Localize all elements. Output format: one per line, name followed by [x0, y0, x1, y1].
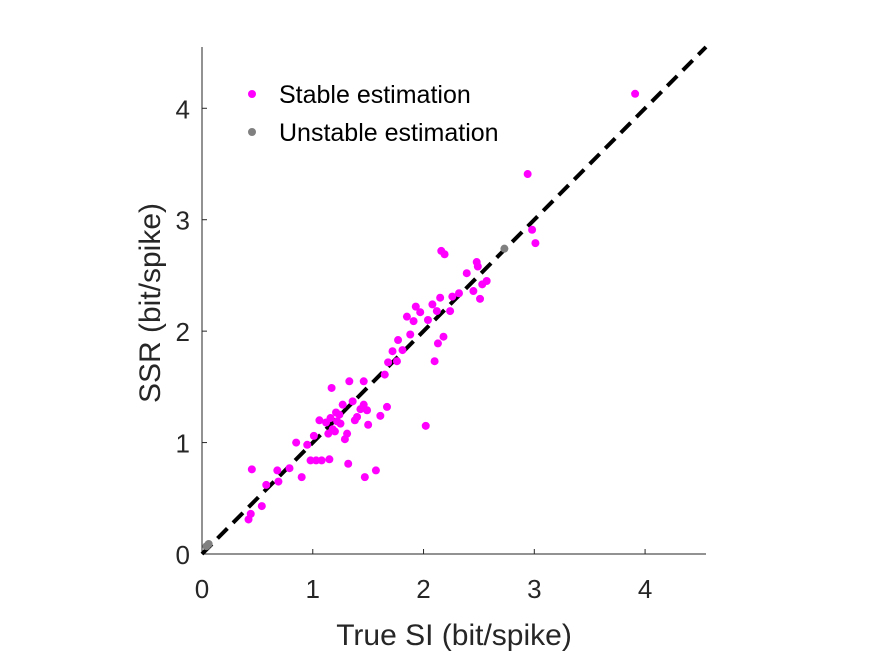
stable-point [325, 455, 334, 464]
stable-point [528, 225, 537, 234]
stable-point [273, 466, 282, 475]
stable-point [388, 347, 397, 356]
stable-point [330, 427, 339, 436]
stable-point [482, 277, 491, 285]
stable-point [384, 358, 393, 367]
x-tick-label: 4 [638, 574, 652, 604]
stable-point [335, 410, 344, 419]
stable-point [440, 250, 449, 259]
stable-point [421, 421, 430, 430]
stable-point [380, 370, 389, 379]
stable-point [303, 440, 312, 449]
stable-point [297, 473, 306, 482]
x-tick-label: 3 [527, 574, 541, 604]
stable-point [398, 346, 407, 355]
x-tick-label: 0 [195, 574, 209, 604]
stable-point [406, 330, 415, 339]
stable-point [631, 89, 640, 98]
stable-point [309, 431, 318, 440]
stable-point [402, 312, 411, 321]
stable-point [327, 383, 336, 392]
stable-point [392, 357, 401, 366]
stable-point [363, 406, 372, 415]
y-tick-label: 1 [176, 429, 190, 459]
stable-point [473, 262, 482, 271]
stable-point [360, 473, 369, 482]
x-tick-label: 2 [416, 574, 430, 604]
stable-point [343, 429, 352, 438]
stable-point [409, 317, 418, 326]
stable-point [436, 293, 445, 302]
stable-point [523, 170, 532, 179]
stable-point [371, 466, 380, 475]
stable-point [262, 480, 271, 489]
legend-label-unstable: Unstable estimation [279, 119, 499, 147]
stable-point [376, 411, 385, 420]
unstable-point [204, 539, 213, 548]
x-tick-labels: 0 1 2 3 4 [195, 574, 653, 604]
stable-point [531, 239, 540, 248]
stable-point [274, 477, 283, 486]
stable-point [433, 339, 442, 348]
stable-point [292, 438, 301, 447]
legend: Stable estimation Unstable estimation [248, 81, 499, 147]
stable-point [364, 420, 373, 429]
data-points [202, 89, 640, 551]
y-tick-label: 0 [176, 540, 190, 570]
stable-point [336, 419, 345, 428]
stable-point [348, 397, 357, 406]
stable-point [285, 464, 294, 473]
legend-marker-unstable [248, 128, 256, 136]
stable-point [326, 414, 335, 423]
stable-point [469, 287, 478, 296]
stable-point [411, 302, 420, 311]
y-tick-label: 3 [176, 206, 190, 236]
stable-point [439, 332, 448, 341]
stable-point [315, 416, 324, 425]
stable-point [306, 456, 315, 465]
stable-point [423, 316, 432, 324]
legend-label-stable: Stable estimation [279, 81, 471, 109]
stable-point [430, 357, 439, 366]
stable-point [432, 307, 441, 316]
stable-point [448, 292, 457, 301]
stable-point [416, 308, 425, 317]
legend-marker-stable [248, 90, 256, 98]
stable-point [476, 294, 485, 303]
stable-point [359, 377, 368, 386]
stable-point [382, 402, 391, 411]
stable-point [428, 300, 437, 309]
stable-point [257, 502, 266, 511]
stable-point [312, 456, 321, 465]
stable-point [317, 456, 326, 465]
stable-point [394, 336, 403, 345]
y-axis-title: SSR (bit/spike) [134, 203, 167, 403]
y-tick-label: 2 [176, 317, 190, 347]
y-tick-label: 4 [176, 94, 190, 124]
x-tick-label: 1 [306, 574, 320, 604]
y-tick-labels: 0 1 2 3 4 [176, 94, 190, 570]
x-axis-title: True SI (bit/spike) [336, 619, 572, 652]
stable-point [246, 509, 255, 518]
stable-point [345, 377, 354, 386]
stable-point [454, 289, 463, 298]
stable-point [338, 400, 347, 409]
stable-point [462, 269, 471, 278]
stable-point [344, 459, 353, 468]
unstable-point [500, 244, 509, 253]
stable-point [446, 307, 455, 316]
stable-point [353, 412, 362, 421]
stable-point [247, 465, 256, 474]
